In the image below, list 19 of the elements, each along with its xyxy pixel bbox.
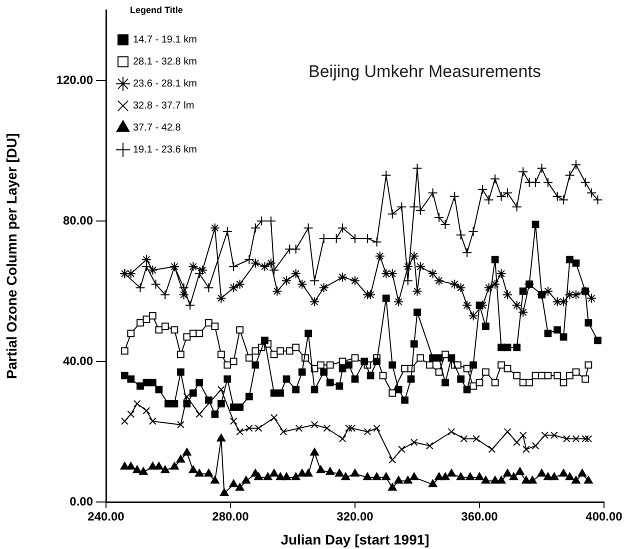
legend-label: 14.7 - 19.1 km bbox=[133, 34, 197, 46]
y-tick-label: 120.00 bbox=[56, 72, 94, 87]
x-tick-label: 360.00 bbox=[461, 510, 498, 524]
legend-label: 32.8 - 37.7 lm bbox=[133, 100, 194, 112]
legend-label: 37.7 - 42.8 bbox=[133, 122, 182, 134]
y-tick-label: 40.00 bbox=[62, 354, 94, 368]
x-tick-label: 320.00 bbox=[336, 510, 374, 524]
legend-title: Legend Title bbox=[130, 4, 183, 15]
legend-label: 23.6 - 28.1 km bbox=[133, 78, 197, 90]
x-tick-label: 400.00 bbox=[586, 510, 623, 524]
legend-label: 19.1 - 23.6 km bbox=[133, 144, 197, 156]
x-tick-label: 240.00 bbox=[88, 510, 125, 524]
text: Beijing Umkehr Measurements bbox=[308, 62, 541, 81]
y-axis-title: Partial Ozone Column per Layer [DU] bbox=[3, 133, 20, 380]
x-axis-title: Julian Day [start 1991] bbox=[280, 531, 430, 548]
legend-label: 28.1 - 32.8 km bbox=[133, 56, 197, 68]
y-tick-label: 80.00 bbox=[62, 213, 94, 228]
y-tick-label: 0.00 bbox=[70, 494, 94, 508]
x-tick-label: 280.00 bbox=[212, 510, 250, 524]
